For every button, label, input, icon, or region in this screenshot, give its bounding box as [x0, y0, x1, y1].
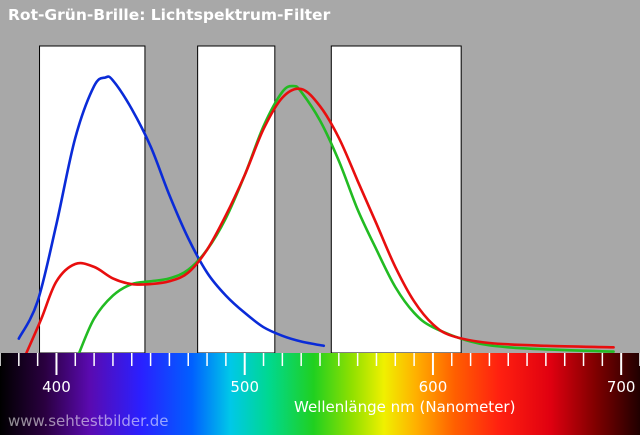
x-tick-label: 600 — [419, 378, 448, 396]
filter-window-3 — [330, 45, 462, 354]
series-line-3 — [25, 87, 615, 355]
chart-title: Rot-Grün-Brille: Lichtspektrum-Filter — [8, 6, 331, 24]
x-tick-label: 500 — [230, 378, 259, 396]
x-ticks: 400 500 600 700 — [0, 353, 640, 396]
series-line-2 — [77, 84, 615, 355]
series-line-1 — [17, 75, 326, 348]
x-tick-label: 700 — [607, 378, 636, 396]
spectrum-band — [0, 353, 640, 435]
x-axis-label: Wellenlänge nm (Nanometer) — [294, 398, 516, 416]
filter-window-1 — [39, 45, 146, 354]
filter-windows — [39, 45, 462, 354]
watermark-text: www.sehtestbilder.de — [8, 412, 169, 430]
spectral-curves — [17, 75, 615, 355]
x-tick-label: 400 — [42, 378, 71, 396]
